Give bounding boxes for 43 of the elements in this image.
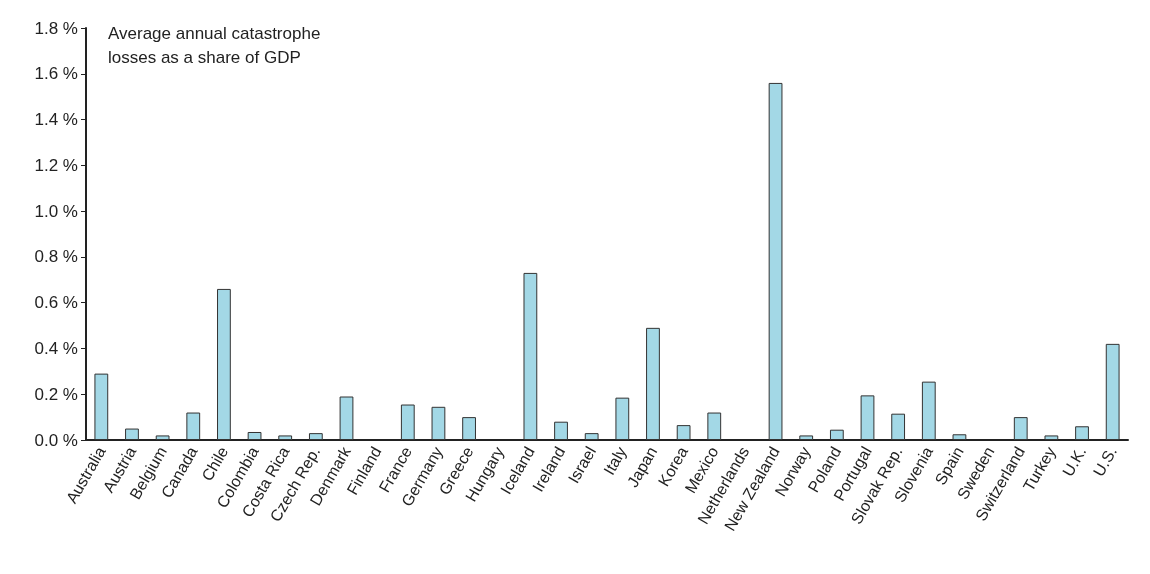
bar [829,429,844,440]
bar [952,434,967,440]
x-tick-label: U.K. [1059,443,1090,480]
bar [921,381,936,440]
bar [768,82,783,440]
bar [799,435,814,440]
bar [1075,426,1089,440]
bar [278,435,293,440]
bar [891,413,906,440]
bar [554,421,568,440]
bar [400,404,415,440]
bar [707,412,722,440]
bar [1105,343,1120,440]
bar [247,431,262,440]
bar [431,406,446,440]
y-tick-label: 0.4 % [34,338,78,358]
bar [1044,435,1059,440]
bar [462,417,476,440]
bar [186,412,201,440]
bar [125,428,139,440]
chart-title: Average annual catastrophe losses as a share of GDP [108,23,326,67]
bar [217,288,231,440]
bar [676,425,691,440]
y-tick-label: 1.8 % [34,18,78,38]
bar [860,395,875,440]
bar [155,435,170,440]
bar [308,433,323,440]
bar [339,396,354,440]
y-tick-label: 0.8 % [34,247,78,267]
x-tick-label: U.S. [1089,443,1121,480]
bar [615,397,630,440]
bar [646,327,660,440]
y-tick-label: 1.4 % [34,110,78,130]
bar [1013,417,1028,440]
y-tick-label: 0.0 % [34,430,78,450]
y-tick-label: 1.6 % [34,64,78,84]
y-tick-label: 1.0 % [34,201,78,221]
bar [523,272,538,440]
y-tick-label: 0.6 % [34,293,78,313]
bar [584,433,599,440]
bar [94,373,109,440]
y-tick-label: 1.2 % [34,155,78,175]
y-tick-label: 0.2 % [34,384,78,404]
